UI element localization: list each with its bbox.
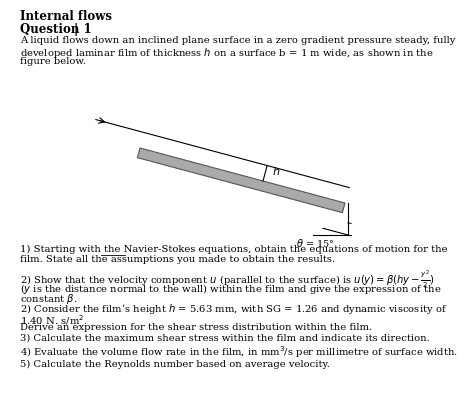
Text: |: | (74, 23, 78, 36)
Text: constant $\beta$.: constant $\beta$. (20, 292, 77, 306)
Text: figure below.: figure below. (20, 57, 86, 66)
Text: $\theta$ = 15°: $\theta$ = 15° (296, 237, 335, 249)
Text: 3) Calculate the maximum shear stress within the film and indicate its direction: 3) Calculate the maximum shear stress wi… (20, 334, 430, 343)
Text: 1) Starting with the Navier-Stokes equations, obtain the equations of motion for: 1) Starting with the Navier-Stokes equat… (20, 245, 447, 254)
Text: Question 1: Question 1 (20, 23, 91, 36)
Text: A liquid flows down an inclined plane surface in a zero gradient pressure steady: A liquid flows down an inclined plane su… (20, 36, 456, 45)
Text: 4) Evaluate the volume flow rate in the film, in mm$^3$/s per millimetre of surf: 4) Evaluate the volume flow rate in the … (20, 345, 458, 360)
Text: 2) Show that the velocity component $u$ (parallel to the surface) is $u(y) = \be: 2) Show that the velocity component $u$ … (20, 268, 435, 290)
Text: Derive an expression for the shear stress distribution within the film.: Derive an expression for the shear stres… (20, 323, 372, 332)
Text: 2) Consider the film’s height $h$ = 5.63 mm, with SG = 1.26 and dynamic viscosit: 2) Consider the film’s height $h$ = 5.63… (20, 303, 447, 316)
Text: $h$: $h$ (272, 165, 281, 177)
Text: 1.40 N. s/m$^2$.: 1.40 N. s/m$^2$. (20, 313, 88, 327)
Text: 5) Calculate the Reynolds number based on average velocity.: 5) Calculate the Reynolds number based o… (20, 360, 330, 369)
Polygon shape (137, 148, 345, 213)
Text: Internal flows: Internal flows (20, 10, 112, 23)
Text: developed laminar film of thickness $h$ on a surface b = 1 m wide, as shown in t: developed laminar film of thickness $h$ … (20, 46, 434, 61)
Text: ($y$ is the distance normal to the wall) within the film and give the expression: ($y$ is the distance normal to the wall)… (20, 281, 441, 296)
Text: film. State all the assumptions you made to obtain the results.: film. State all the assumptions you made… (20, 255, 335, 264)
